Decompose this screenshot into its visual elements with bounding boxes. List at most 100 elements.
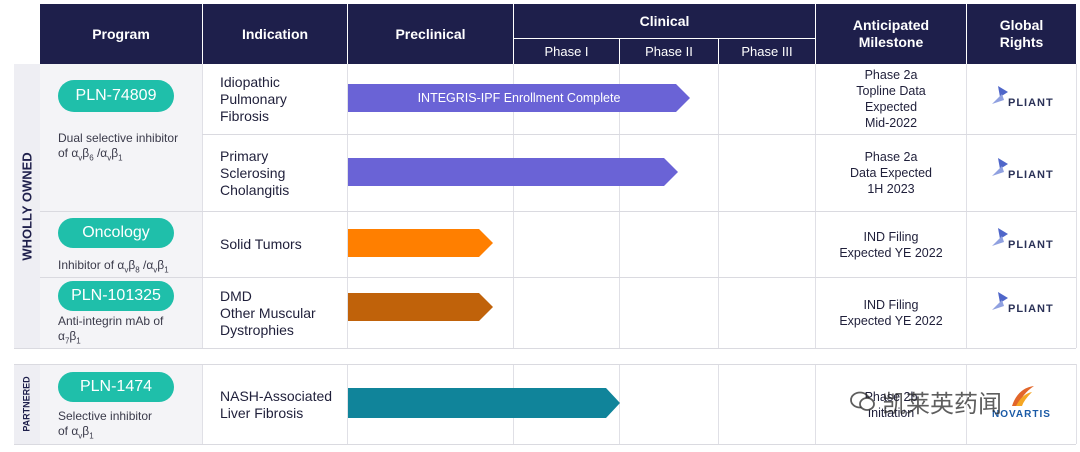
milestone-line: Expected YE 2022	[839, 314, 943, 328]
novartis-logo-text: NOVARTIS	[992, 409, 1051, 420]
milestone-line: Phase 2a	[864, 68, 918, 82]
grid-line	[202, 134, 1076, 135]
header-rights-line1: Global	[999, 17, 1044, 33]
grid-line	[1076, 364, 1077, 444]
indication-line: DMD	[220, 287, 252, 304]
grid-line	[966, 364, 967, 444]
milestone-line: Phase 2b	[864, 389, 918, 404]
pliant-logo-text: PLIANT	[1008, 239, 1054, 251]
grid-line	[40, 211, 1076, 212]
header-phase2-label: Phase II	[645, 44, 693, 59]
header-preclinical: Preclinical	[348, 4, 513, 64]
header-milestone: Anticipated Milestone	[816, 4, 966, 64]
indication-line: Solid Tumors	[220, 236, 302, 252]
grid-line	[966, 64, 967, 348]
milestone-cell: IND Filing Expected YE 2022	[816, 278, 966, 348]
program-pill-oncology[interactable]: Oncology	[58, 218, 174, 248]
milestone-line: Expected	[864, 100, 918, 114]
watermark-text: 凯莱英药闻	[882, 389, 1002, 418]
progress-arrow	[348, 293, 493, 321]
program-description-line: α7β1	[58, 329, 81, 346]
grid-line	[14, 364, 1076, 365]
header-program: Program	[40, 4, 202, 64]
pliant-logo-text: PLIANT	[1008, 97, 1054, 109]
grid-line	[513, 64, 514, 348]
program-description-line: Selective inhibitor	[58, 409, 153, 423]
indication-line: Idiopathic	[220, 73, 280, 90]
indication-line: NASH-Associated	[220, 387, 333, 404]
section-partnered-label: PARTNERED	[22, 376, 32, 432]
program-pill-pln-1474[interactable]: PLN-1474	[58, 372, 174, 402]
pliant-logo-text: PLIANT	[1008, 303, 1054, 315]
header-program-label: Program	[92, 25, 150, 42]
grid-line	[619, 64, 620, 348]
milestone-line: 1H 2023	[867, 182, 915, 196]
grid-line	[815, 64, 816, 348]
section-partnered: PARTNERED	[14, 364, 40, 444]
watermark: 凯莱英药闻	[850, 384, 1050, 418]
indication-line: Liver Fibrosis	[220, 404, 304, 421]
milestone-cell: Phase 2a Topline Data Expected Mid-2022	[816, 64, 966, 134]
program-description: Inhibitor of αvβ8 /αvβ1	[58, 258, 198, 277]
grid-line	[1076, 64, 1077, 348]
program-pill-label: PLN-1474	[79, 378, 153, 395]
pliant-logo-icon	[992, 292, 1008, 310]
indication-cell: NASH-Associated Liver Fibrosis	[203, 365, 347, 444]
header-milestone-line2: Milestone	[858, 34, 924, 50]
grid-line	[202, 64, 203, 348]
milestone-cell: IND Filing Expected YE 2022	[816, 212, 966, 277]
indication-line: Fibrosis	[220, 107, 270, 124]
indication-line: Pulmonary	[220, 90, 287, 107]
header-clinical-label: Clinical	[639, 12, 690, 29]
grid-line	[619, 364, 620, 444]
header-phase1-label: Phase I	[544, 44, 589, 59]
progress-arrow: INTEGRIS-IPF Enrollment Complete	[348, 84, 690, 112]
milestone-line: Data Expected	[850, 166, 932, 180]
grid-line	[40, 277, 1076, 278]
program-description: Selective inhibitor of αvβ1	[58, 409, 198, 443]
program-description-line: Inhibitor of αvβ8 /αvβ1	[58, 258, 169, 275]
header-milestone-line1: Anticipated	[852, 17, 930, 33]
header-phase3-label: Phase III	[741, 44, 793, 59]
indication-cell: Solid Tumors	[203, 212, 347, 277]
milestone-line: Expected YE 2022	[839, 245, 943, 260]
grid-line	[347, 364, 348, 444]
indication-line: Other Muscular	[220, 304, 316, 321]
indication-line: Cholangitis	[220, 181, 290, 198]
milestone-line: IND Filing	[863, 229, 919, 244]
pliant-logo: PLIANT	[990, 290, 1060, 318]
indication-line: Sclerosing	[220, 164, 286, 181]
indication-cell: Idiopathic Pulmonary Fibrosis	[203, 64, 347, 134]
pliant-logo: PLIANT	[990, 226, 1060, 254]
program-pill-label: PLN-74809	[75, 87, 157, 104]
program-pill-pln-74809[interactable]: PLN-74809	[58, 80, 174, 112]
pliant-logo-icon	[992, 86, 1008, 104]
program-description-line: of αvβ6 /αvβ1	[58, 146, 123, 163]
header-phase2: Phase II	[620, 39, 718, 64]
pliant-logo-icon	[992, 228, 1008, 246]
pliant-logo: PLIANT	[990, 84, 1060, 112]
header-indication: Indication	[203, 4, 347, 64]
program-pill-pln-101325[interactable]: PLN-101325	[58, 281, 174, 311]
header-preclinical-label: Preclinical	[395, 25, 466, 42]
milestone-line: IND Filing	[863, 298, 919, 312]
indication-line: Primary	[220, 147, 269, 164]
grid-line	[14, 348, 1076, 349]
grid-line	[718, 364, 719, 444]
program-description-line: of αvβ1	[58, 424, 94, 441]
header-rights-line2: Rights	[999, 34, 1044, 50]
milestone-line: Topline Data	[856, 84, 926, 98]
grid-line	[347, 64, 348, 348]
milestone-line: Mid-2022	[864, 116, 918, 130]
progress-arrow	[348, 158, 678, 186]
program-description-line: Dual selective inhibitor	[58, 131, 179, 145]
pliant-logo-icon	[992, 158, 1008, 176]
novartis-logo-icon	[1012, 386, 1034, 406]
section-wholly-owned: WHOLLY OWNED	[14, 64, 40, 348]
program-pill-label: PLN-101325	[71, 287, 161, 304]
header-phase1: Phase I	[514, 39, 619, 64]
grid-line	[202, 364, 203, 444]
pliant-logo: PLIANT	[990, 156, 1060, 184]
wechat-icon	[850, 391, 875, 411]
progress-arrow	[348, 229, 493, 257]
